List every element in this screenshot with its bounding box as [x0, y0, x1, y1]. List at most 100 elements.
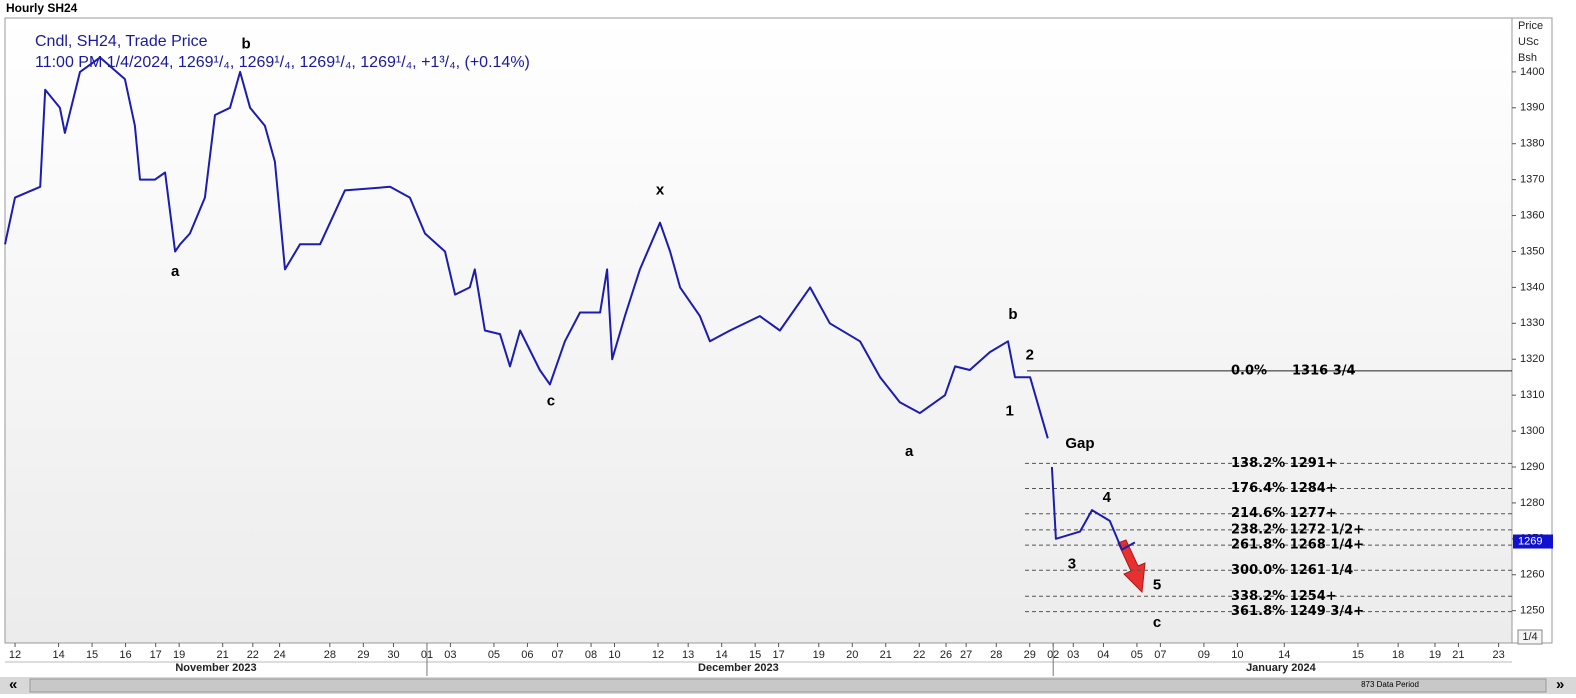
zoom-box[interactable]	[1517, 629, 1543, 645]
y-tick-label: 1340	[1520, 281, 1544, 293]
x-tick-label: 10	[608, 649, 620, 661]
x-tick-label: 10	[1231, 649, 1243, 661]
wave-label: 3	[1068, 555, 1076, 572]
x-tick-label: 20	[846, 649, 858, 661]
scroll-left[interactable]: «	[9, 676, 17, 693]
wave-label: a	[905, 443, 914, 460]
x-tick-label: 21	[880, 649, 892, 661]
x-tick-label: 04	[1097, 649, 1109, 661]
y-tick-label: 1290	[1520, 461, 1544, 473]
y-tick-label: 1350	[1520, 245, 1544, 257]
legend-line: 11:00 PM 1/4/2024, 1269¹/₄, 1269¹/₄, 126…	[35, 54, 530, 71]
wave-label: a	[171, 263, 180, 280]
axis-header: Bsh	[1518, 52, 1537, 64]
y-tick-label: 1360	[1520, 209, 1544, 221]
x-tick-label: 21	[217, 649, 229, 661]
x-tick-label: 17	[772, 649, 784, 661]
fib-label: 214.6% 1277+	[1231, 506, 1337, 521]
x-tick-label: 07	[551, 649, 563, 661]
x-tick-label: 24	[273, 649, 285, 661]
y-tick-label: 1370	[1520, 174, 1544, 186]
x-tick-label: 12	[9, 649, 21, 661]
fib-pct: 0.0%	[1231, 363, 1267, 378]
wave-label: 4	[1103, 489, 1112, 506]
scroll-thumb[interactable]	[29, 678, 1547, 693]
x-tick-label: 21	[1452, 649, 1464, 661]
x-tick-label: 13	[682, 649, 694, 661]
y-tick-label: 1330	[1520, 317, 1544, 329]
wave-label: b	[242, 36, 251, 53]
wave-label: c	[1153, 614, 1161, 631]
x-tick-label: 03	[444, 649, 456, 661]
x-tick-label: 14	[52, 649, 64, 661]
x-tick-label: 26	[940, 649, 952, 661]
month-label: December 2023	[698, 662, 779, 674]
price-tag	[1513, 534, 1553, 549]
x-tick-label: 29	[357, 649, 369, 661]
y-tick-label: 1380	[1520, 138, 1544, 150]
x-tick-label: 27	[960, 649, 972, 661]
fib-label: 338.2% 1254+	[1231, 589, 1337, 604]
price-tag-label: 1269	[1518, 535, 1542, 547]
x-tick-label: 16	[119, 649, 131, 661]
x-tick-label: 05	[488, 649, 500, 661]
x-tick-label: 23	[1492, 649, 1504, 661]
fib-label: 300.0% 1261 1/4	[1231, 563, 1353, 578]
price-line	[4, 56, 1136, 551]
month-label: November 2023	[175, 662, 256, 674]
x-tick-label: 18	[1392, 649, 1404, 661]
x-tick-label: 14	[1278, 649, 1290, 661]
wave-label: b	[1008, 306, 1017, 323]
wave-label: 1	[1005, 403, 1013, 420]
x-tick-label: 12	[652, 649, 664, 661]
down-arrow	[1117, 539, 1146, 594]
zoom-label[interactable]: 1/4	[1522, 631, 1537, 643]
plot-area	[4, 17, 1513, 644]
x-tick-label: 15	[749, 649, 761, 661]
y-tick-label: 1300	[1520, 425, 1544, 437]
x-tick-label: 08	[585, 649, 597, 661]
x-tick-label: 09	[1198, 649, 1210, 661]
wave-label: 2	[1026, 346, 1034, 363]
x-tick-label: 17	[150, 649, 162, 661]
x-tick-label: 15	[1352, 649, 1364, 661]
x-tick-label: 03	[1067, 649, 1079, 661]
wave-label: 5	[1153, 576, 1161, 593]
fib-label: 176.4% 1284+	[1231, 481, 1337, 496]
fib-label: 238.2% 1272 1/2+	[1231, 522, 1364, 537]
y-tick-label: 1400	[1520, 66, 1544, 78]
fib-label: 261.8% 1268 1/4+	[1231, 538, 1364, 553]
fib-label: 138.2% 1291+	[1231, 456, 1337, 471]
x-tick-label: 19	[173, 649, 185, 661]
x-tick-label: 28	[990, 649, 1002, 661]
x-tick-label: 29	[1024, 649, 1036, 661]
x-tick-label: 15	[86, 649, 98, 661]
y-tick-label: 1260	[1520, 569, 1544, 581]
y-tick-label: 1250	[1520, 605, 1544, 617]
x-tick-label: 22	[913, 649, 925, 661]
x-tick-label: 07	[1154, 649, 1166, 661]
chart-title: Hourly SH24	[6, 1, 78, 15]
wave-label: x	[656, 181, 665, 198]
month-label: January 2024	[1246, 662, 1317, 674]
axis-header: USc	[1518, 36, 1539, 48]
y-tick-label: 1310	[1520, 389, 1544, 401]
fib-label: 1316 3/4	[1292, 363, 1356, 378]
data-period: 873 Data Period	[1361, 680, 1419, 689]
scroll-right[interactable]: »	[1556, 676, 1564, 693]
x-tick-label: 28	[324, 649, 336, 661]
x-tick-label: 06	[521, 649, 533, 661]
wave-label: Gap	[1065, 435, 1094, 452]
legend-line: Cndl, SH24, Trade Price	[35, 33, 208, 50]
x-tick-label: 05	[1131, 649, 1143, 661]
x-tick-label: 30	[387, 649, 399, 661]
y-tick-label: 1320	[1520, 353, 1544, 365]
x-tick-label: 22	[247, 649, 259, 661]
x-tick-label: 19	[813, 649, 825, 661]
fib-label: 361.8% 1249 3/4+	[1231, 604, 1364, 619]
x-tick-label: 14	[716, 649, 728, 661]
wave-label: c	[547, 393, 555, 410]
y-tick-label: 1390	[1520, 102, 1544, 114]
x-tick-label: 19	[1429, 649, 1441, 661]
